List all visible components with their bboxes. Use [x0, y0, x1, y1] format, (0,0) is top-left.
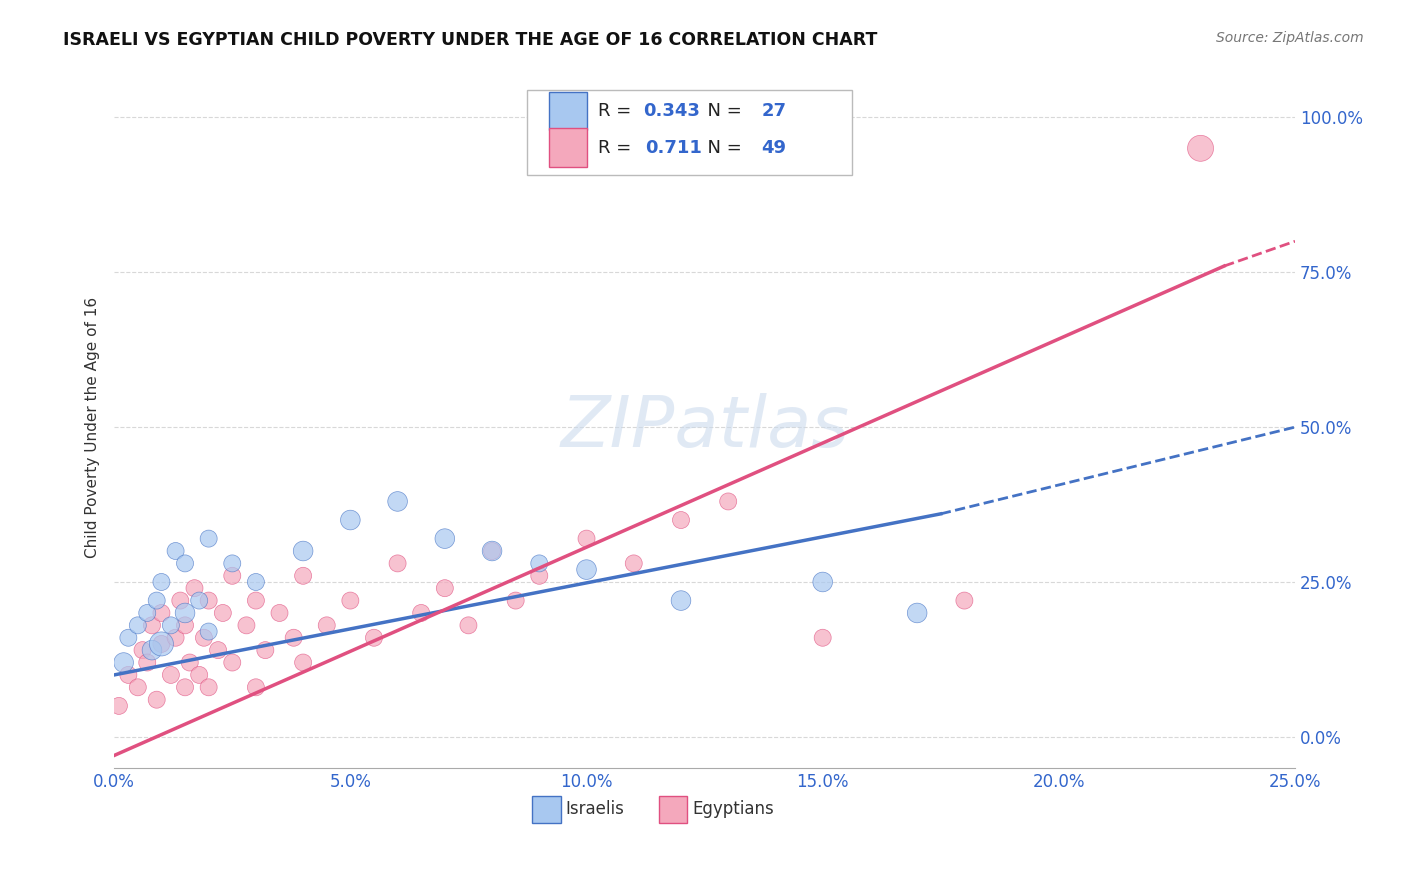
Point — [136, 606, 159, 620]
Point — [179, 656, 201, 670]
Text: N =: N = — [696, 138, 748, 157]
Point — [160, 668, 183, 682]
Point — [339, 513, 361, 527]
Point — [623, 557, 645, 571]
FancyBboxPatch shape — [533, 796, 561, 823]
Point — [269, 606, 291, 620]
Point — [174, 557, 197, 571]
Point — [811, 631, 834, 645]
Point — [127, 681, 149, 695]
Point — [165, 544, 187, 558]
Point — [174, 681, 197, 695]
Point — [433, 581, 456, 595]
Text: ISRAELI VS EGYPTIAN CHILD POVERTY UNDER THE AGE OF 16 CORRELATION CHART: ISRAELI VS EGYPTIAN CHILD POVERTY UNDER … — [63, 31, 877, 49]
Point — [108, 698, 131, 713]
Point — [197, 624, 219, 639]
Point — [433, 532, 456, 546]
Point — [169, 593, 191, 607]
Point — [188, 668, 211, 682]
Point — [221, 656, 243, 670]
Point — [905, 606, 928, 620]
Point — [669, 513, 692, 527]
Point — [150, 637, 173, 651]
Point — [245, 681, 267, 695]
Text: N =: N = — [696, 102, 748, 120]
Point — [387, 557, 409, 571]
Point — [112, 656, 135, 670]
Point — [145, 692, 167, 706]
Point — [174, 606, 197, 620]
Point — [575, 563, 598, 577]
Point — [1189, 141, 1212, 155]
FancyBboxPatch shape — [527, 90, 852, 175]
Point — [529, 569, 551, 583]
Text: Egyptians: Egyptians — [693, 800, 775, 819]
Point — [245, 574, 267, 589]
Text: 0.711: 0.711 — [645, 138, 703, 157]
Point — [283, 631, 305, 645]
Point — [197, 681, 219, 695]
FancyBboxPatch shape — [658, 796, 688, 823]
Point — [136, 656, 159, 670]
Point — [811, 574, 834, 589]
Point — [141, 643, 163, 657]
Point — [197, 532, 219, 546]
Point — [183, 581, 205, 595]
Point — [481, 544, 503, 558]
Point — [197, 593, 219, 607]
Point — [150, 606, 173, 620]
Point — [254, 643, 277, 657]
Text: 0.343: 0.343 — [643, 102, 700, 120]
Point — [127, 618, 149, 632]
Point — [457, 618, 479, 632]
Point — [221, 557, 243, 571]
Text: R =: R = — [599, 138, 643, 157]
Point — [292, 569, 315, 583]
Point — [131, 643, 153, 657]
FancyBboxPatch shape — [548, 128, 586, 167]
Point — [211, 606, 233, 620]
Point — [117, 631, 139, 645]
Text: 27: 27 — [761, 102, 786, 120]
Point — [150, 637, 173, 651]
Point — [141, 618, 163, 632]
Point — [339, 593, 361, 607]
Point — [117, 668, 139, 682]
Point — [221, 569, 243, 583]
Text: 49: 49 — [761, 138, 786, 157]
Text: ZIPatlas: ZIPatlas — [560, 392, 849, 461]
Point — [174, 618, 197, 632]
Point — [188, 593, 211, 607]
Point — [575, 532, 598, 546]
Text: Israelis: Israelis — [565, 800, 624, 819]
Point — [411, 606, 433, 620]
Point — [363, 631, 385, 645]
Point — [529, 557, 551, 571]
Point — [160, 618, 183, 632]
Point — [235, 618, 257, 632]
Point — [292, 544, 315, 558]
Point — [953, 593, 976, 607]
Point — [669, 593, 692, 607]
Point — [717, 494, 740, 508]
Text: R =: R = — [599, 102, 637, 120]
FancyBboxPatch shape — [548, 92, 586, 130]
Point — [145, 593, 167, 607]
Point — [315, 618, 337, 632]
Point — [387, 494, 409, 508]
Point — [150, 574, 173, 589]
Point — [165, 631, 187, 645]
Point — [207, 643, 229, 657]
Text: Source: ZipAtlas.com: Source: ZipAtlas.com — [1216, 31, 1364, 45]
Point — [481, 544, 503, 558]
Point — [193, 631, 215, 645]
Y-axis label: Child Poverty Under the Age of 16: Child Poverty Under the Age of 16 — [86, 296, 100, 558]
Point — [245, 593, 267, 607]
Point — [292, 656, 315, 670]
Point — [505, 593, 527, 607]
